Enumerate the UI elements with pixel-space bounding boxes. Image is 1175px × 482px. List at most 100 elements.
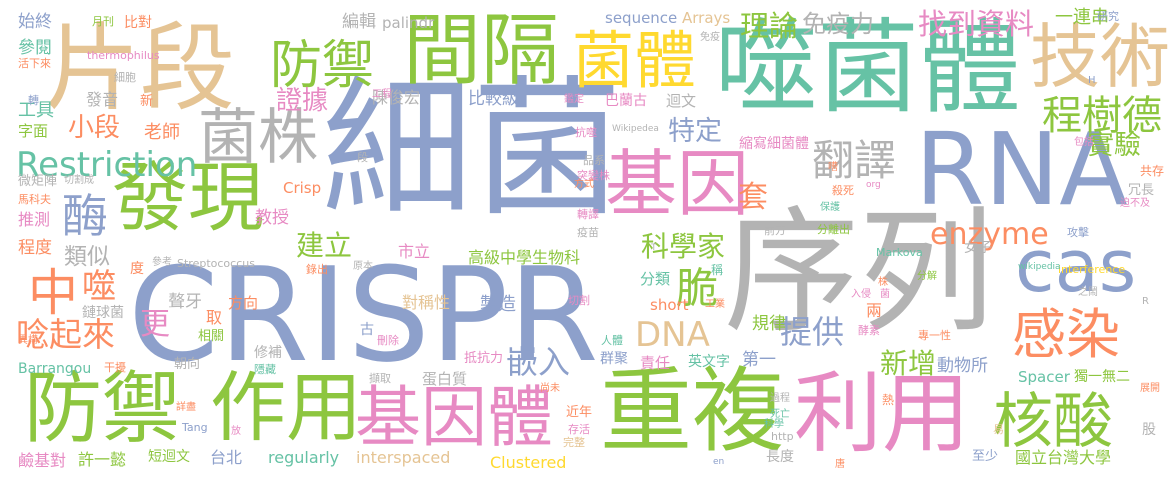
- word-翻譯: 翻譯: [812, 136, 897, 185]
- word-抗噬: 抗噬: [575, 126, 597, 139]
- word-字面: 字面: [18, 122, 49, 140]
- word-干擾: 干擾: [104, 361, 126, 374]
- word-菌株: 菌株: [198, 103, 318, 173]
- word-對稱性: 對稱性: [402, 293, 451, 312]
- word-arrays: Arrays: [682, 9, 731, 27]
- word-rna: RNA: [915, 111, 1128, 228]
- word-高級中學生物科: 高級中學生物科: [468, 248, 581, 267]
- word-markova: Markova: [876, 246, 923, 259]
- word-片段: 片段: [45, 14, 236, 124]
- word-完整: 完整: [563, 436, 585, 449]
- word-h: H: [1088, 75, 1096, 86]
- word-女子: 女子: [964, 240, 992, 256]
- word-regularly: regularly: [268, 448, 340, 467]
- word-專一性: 專一性: [918, 329, 951, 342]
- word-保護: 保護: [820, 202, 840, 213]
- word-取: 取: [206, 308, 223, 327]
- word-t: T: [651, 243, 657, 253]
- word-科學家: 科學家: [641, 230, 726, 263]
- word-人體: 人體: [601, 334, 623, 347]
- word-聱牙: 聱牙: [168, 292, 202, 312]
- word-一連串: 一連串: [1055, 7, 1109, 28]
- word-程樹德: 程樹德: [1042, 93, 1162, 139]
- word-酵素: 酵素: [858, 324, 880, 337]
- word-段: 段: [357, 151, 368, 164]
- word-株: 株: [878, 277, 888, 288]
- word-教授: 教授: [255, 208, 289, 228]
- word-技術: 技術: [1030, 16, 1170, 98]
- word-鏈球菌: 鏈球菌: [82, 305, 124, 321]
- word-之鬧: 之鬧: [1078, 287, 1098, 298]
- word-防禦-large: 防禦: [24, 364, 181, 454]
- word-活下來: 活下來: [18, 57, 51, 70]
- word-存活: 存活: [568, 423, 590, 436]
- word-原本: 原本: [353, 261, 373, 272]
- word-防禦-small: 防禦: [270, 36, 375, 96]
- word-股: 股: [1142, 422, 1156, 438]
- word-提供: 提供: [780, 313, 845, 351]
- word-異構: 異構: [18, 335, 38, 346]
- word-尚未: 尚未: [540, 383, 560, 394]
- word-wikipedia: wikipedia: [1018, 262, 1061, 272]
- word-理論: 理論: [740, 9, 799, 43]
- word-轉: 轉: [28, 94, 39, 107]
- word-切割: 切割: [568, 294, 590, 307]
- word-免疫: 免疫: [700, 32, 720, 43]
- word-群聚: 群聚: [600, 351, 628, 367]
- word-品系: 品系: [583, 154, 605, 167]
- word-cas: cas: [1015, 224, 1137, 308]
- word-菌: 菌: [880, 289, 890, 300]
- word-thermophilus: thermophilus: [87, 49, 160, 62]
- word-蛋白質: 蛋白質: [422, 370, 468, 388]
- word-嵌入: 嵌入: [506, 343, 571, 381]
- word-始終: 始終: [18, 12, 52, 32]
- word-感染: 感染: [1012, 303, 1120, 366]
- word-重複: 重複: [600, 358, 785, 465]
- word-中: 中: [28, 264, 78, 322]
- word-比對: 比對: [124, 15, 152, 31]
- word-月刊: 月刊: [92, 15, 114, 28]
- word-第一: 第一: [742, 350, 776, 370]
- word-crispr: CRISPR: [128, 239, 599, 391]
- word-建立: 建立: [296, 229, 353, 262]
- word-嘈: 嘈: [828, 162, 838, 173]
- word-獨一無二: 獨一無二: [1074, 369, 1130, 385]
- word-細菌: 細菌: [322, 63, 623, 237]
- word-唐: 唐: [835, 459, 845, 470]
- word-套: 套: [738, 180, 768, 215]
- word-切割成: 切割成: [64, 175, 94, 186]
- word-疫苗: 疫苗: [577, 226, 599, 239]
- word-入侵: 入侵: [851, 289, 871, 300]
- word-間隔: 間隔: [403, 6, 560, 96]
- word-核酸: 核酸: [993, 387, 1113, 457]
- word-科學: 科學: [764, 419, 784, 430]
- word-擷取: 擷取: [369, 372, 391, 385]
- word-interference: interference: [1058, 263, 1126, 276]
- word-比較級: 比較級: [468, 89, 519, 109]
- word-interspaced: interspaced: [356, 448, 451, 467]
- word-sequence: sequence: [605, 9, 678, 27]
- word-利用: 利用: [794, 362, 971, 465]
- word-製造: 製造: [480, 294, 516, 315]
- word-轉譯: 轉譯: [577, 208, 599, 221]
- word-放: 放: [231, 426, 241, 437]
- word-縮寫細菌體: 縮寫細菌體: [739, 136, 809, 152]
- word-英文字: 英文字: [688, 354, 730, 370]
- word-脆: 脆: [676, 264, 719, 313]
- word-palindr: palindr: [382, 14, 435, 32]
- word-r: R: [1142, 296, 1149, 307]
- word-證據: 證據: [276, 86, 329, 116]
- word-分離出: 分離出: [817, 223, 850, 236]
- word-修補: 修補: [254, 345, 282, 361]
- word-共存: 共存: [1140, 164, 1165, 178]
- word-抵抗力: 抵抗力: [464, 351, 504, 366]
- word-噬菌體: 噬菌體: [715, 9, 1021, 128]
- word-菌體: 菌體: [572, 24, 697, 97]
- word-展開: 展開: [1140, 383, 1160, 394]
- word-鹼基對: 鹼基對: [18, 451, 67, 470]
- word-市立: 市立: [398, 242, 431, 261]
- word-org: org: [866, 180, 881, 190]
- word-酶: 酶: [62, 189, 108, 243]
- word-迫不及: 迫不及: [1120, 198, 1150, 209]
